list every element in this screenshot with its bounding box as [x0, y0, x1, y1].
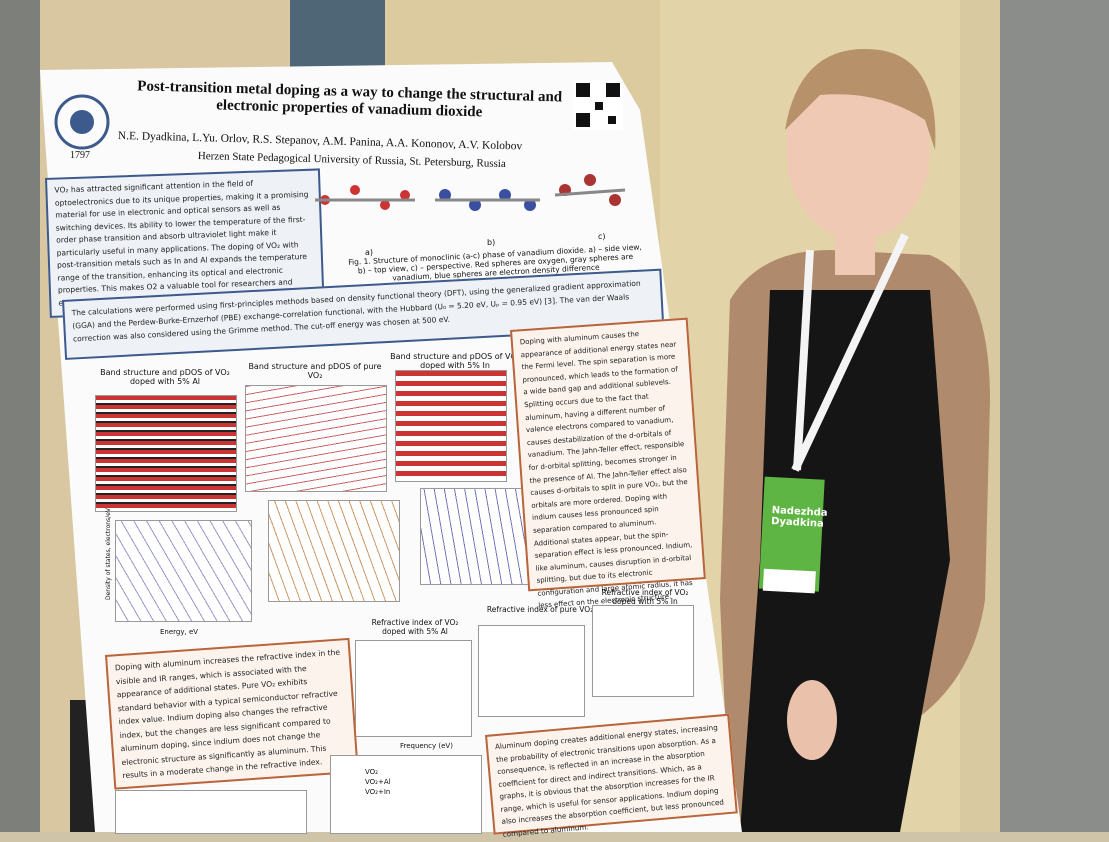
chart-title: Band structure and pDOS of pure VO₂	[248, 362, 382, 380]
chart-title: Refractive index of VO₂ doped with 5% Al	[371, 618, 459, 636]
qr-code	[573, 80, 623, 130]
fig-label: a)	[365, 248, 374, 257]
chart-title: Band structure and pDOS of VO₂ doped wit…	[100, 368, 230, 386]
dos-chart	[420, 488, 532, 585]
absorption-chart	[115, 790, 307, 834]
axis-label: Density of states, electrons/eV	[105, 507, 112, 600]
fig-label: c)	[598, 232, 606, 241]
refractive-chart	[592, 605, 694, 697]
logo-year: 1797	[70, 150, 90, 161]
refractive-box: Doping with aluminum increases the refra…	[105, 637, 359, 790]
absorption-box: Aluminum doping creates additional energ…	[485, 713, 738, 838]
axis-label: Energy, eV	[160, 628, 199, 636]
structure-figures	[315, 174, 626, 211]
badge-name: Nadezhda Dyadkina	[770, 505, 828, 530]
dos-chart	[268, 500, 400, 602]
legend-label: VO₂+In	[365, 788, 391, 796]
legend-label: VO₂+Al	[365, 778, 391, 786]
chart-title: Refractive index of VO₂ doped with 5% In	[601, 588, 689, 606]
band-chart	[395, 370, 507, 482]
doping-box: Doping with aluminum causes the appearan…	[510, 317, 706, 610]
chart-title: Band structure and pDOS of VO₂ doped wit…	[390, 352, 520, 370]
chart-title: Refractive index of pure VO₂	[486, 605, 594, 614]
refractive-chart	[355, 640, 472, 737]
absorption-chart	[330, 755, 482, 834]
logo	[54, 94, 110, 150]
dos-chart	[115, 520, 252, 622]
band-chart	[95, 395, 237, 512]
fig-label: b)	[487, 238, 496, 247]
band-chart	[245, 385, 387, 492]
axis-label: Frequency (eV)	[400, 742, 453, 750]
refractive-chart	[478, 625, 585, 717]
legend-label: VO₂	[365, 768, 378, 776]
